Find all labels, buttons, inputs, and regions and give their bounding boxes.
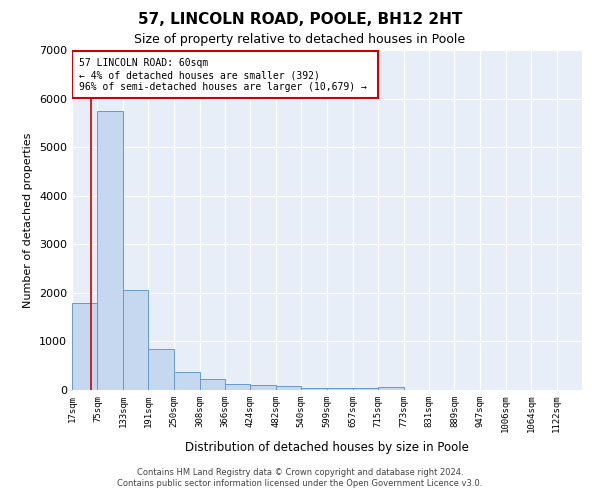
Text: 96% of semi-detached houses are larger (10,679) →: 96% of semi-detached houses are larger (… xyxy=(79,82,367,92)
Text: 57, LINCOLN ROAD, POOLE, BH12 2HT: 57, LINCOLN ROAD, POOLE, BH12 2HT xyxy=(138,12,462,28)
Text: Contains HM Land Registry data © Crown copyright and database right 2024.
Contai: Contains HM Land Registry data © Crown c… xyxy=(118,468,482,487)
Text: Size of property relative to detached houses in Poole: Size of property relative to detached ho… xyxy=(134,32,466,46)
Bar xyxy=(123,290,148,390)
Bar xyxy=(97,110,123,390)
Y-axis label: Number of detached properties: Number of detached properties xyxy=(23,132,34,308)
Bar xyxy=(174,372,200,390)
Text: ← 4% of detached houses are smaller (392): ← 4% of detached houses are smaller (392… xyxy=(79,70,319,80)
Bar xyxy=(276,386,301,390)
Bar xyxy=(225,384,250,390)
Bar xyxy=(148,349,174,390)
Bar xyxy=(72,302,97,390)
Bar xyxy=(72,51,378,98)
Bar xyxy=(200,379,225,390)
Text: 57 LINCOLN ROAD: 60sqm: 57 LINCOLN ROAD: 60sqm xyxy=(79,58,208,68)
Bar xyxy=(353,388,378,390)
Bar xyxy=(301,388,327,390)
Bar xyxy=(250,385,276,390)
X-axis label: Distribution of detached houses by size in Poole: Distribution of detached houses by size … xyxy=(185,441,469,454)
Bar xyxy=(327,388,353,390)
Bar xyxy=(378,387,404,390)
